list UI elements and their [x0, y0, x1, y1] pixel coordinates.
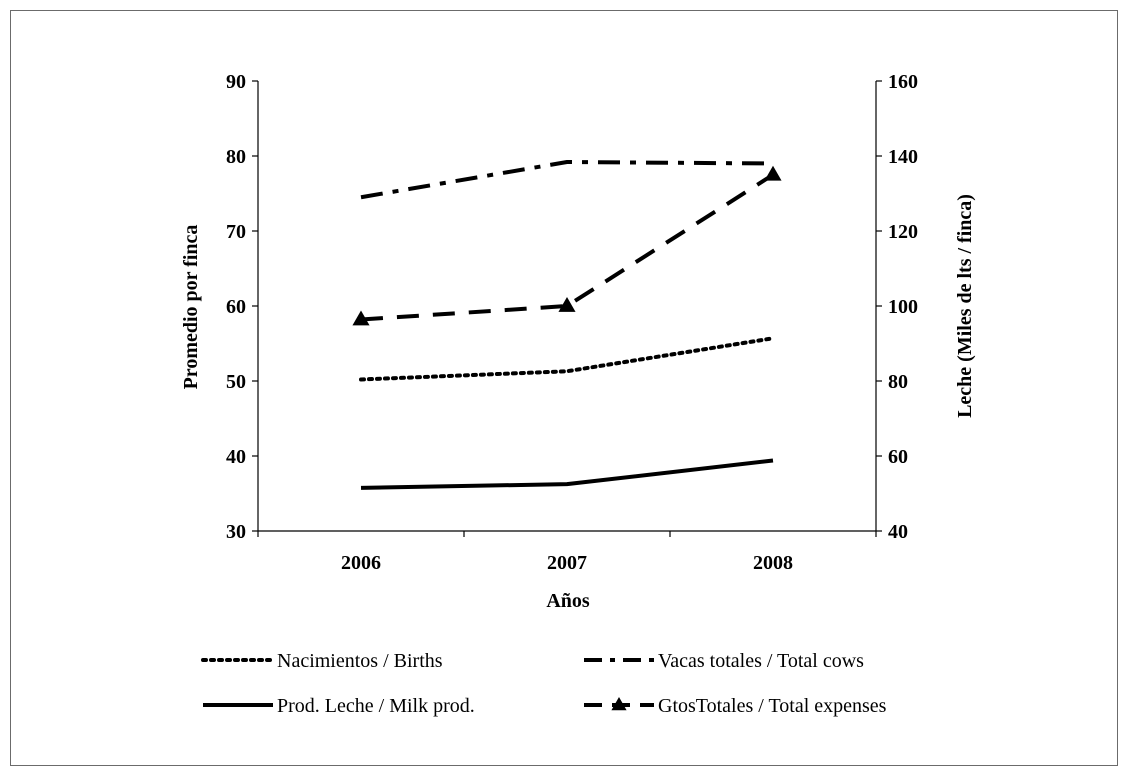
series-layer: [352, 160, 782, 490]
y-left-tick-label: 90: [226, 71, 246, 93]
y-left-tick-label: 50: [226, 371, 246, 393]
y-left-tick-label: 60: [226, 296, 246, 318]
y-right-tick-label: 100: [888, 296, 918, 318]
series-4-point-marker: [558, 297, 576, 312]
dual-axis-line-chart: 90 80 70 60 50 40 30 160 140 120 100 80 60 40 2006 2007…: [180, 71, 976, 717]
axes: 90 80 70 60 50 40 30 160 140 120 100 80 60 40 2006 2007…: [226, 71, 918, 574]
x-axis-title: Años: [546, 590, 590, 612]
y-right-tick-label: 140: [888, 146, 918, 168]
series-line-1: [359, 336, 775, 382]
legend-triangle-marker: [611, 697, 627, 711]
y-right-tick-label: 160: [888, 71, 918, 93]
series-4-point-marker: [764, 165, 782, 181]
legend-label-3: Prod. Leche / Milk prod.: [277, 695, 475, 717]
y-left-tick-label: 80: [226, 146, 246, 168]
y-axis-right-title: Leche (Miles de lts / finca): [954, 194, 976, 418]
x-tick-label: 2008: [753, 552, 793, 574]
series-line-3: [360, 458, 774, 490]
y-left-tick-label: 30: [226, 521, 246, 543]
series-4-point-marker: [352, 310, 370, 326]
y-left-tick-label: 70: [226, 221, 246, 243]
x-tick-label: 2006: [341, 552, 381, 574]
legend-label-4: GtosTotales / Total expenses: [658, 695, 887, 717]
y-right-tick-label: 80: [888, 371, 908, 393]
y-axis-left-title: Promedio por finca: [180, 225, 202, 390]
series-line-2: [360, 160, 774, 200]
y-right-tick-label: 60: [888, 446, 908, 468]
legend-label-1: Nacimientos / Births: [277, 650, 443, 672]
y-right-tick-label: 120: [888, 221, 918, 243]
x-tick-label: 2007: [547, 552, 587, 574]
legend: Nacimientos / Births Vacas totales / Tota…: [201, 650, 887, 717]
y-left-tick-label: 40: [226, 446, 246, 468]
chart-frame: 90 80 70 60 50 40 30 160 140 120 100 80 60 40 2006 2007…: [10, 10, 1118, 766]
y-right-tick-label: 40: [888, 521, 908, 543]
series-line-4: [360, 173, 775, 322]
legend-label-2: Vacas totales / Total cows: [658, 650, 864, 672]
